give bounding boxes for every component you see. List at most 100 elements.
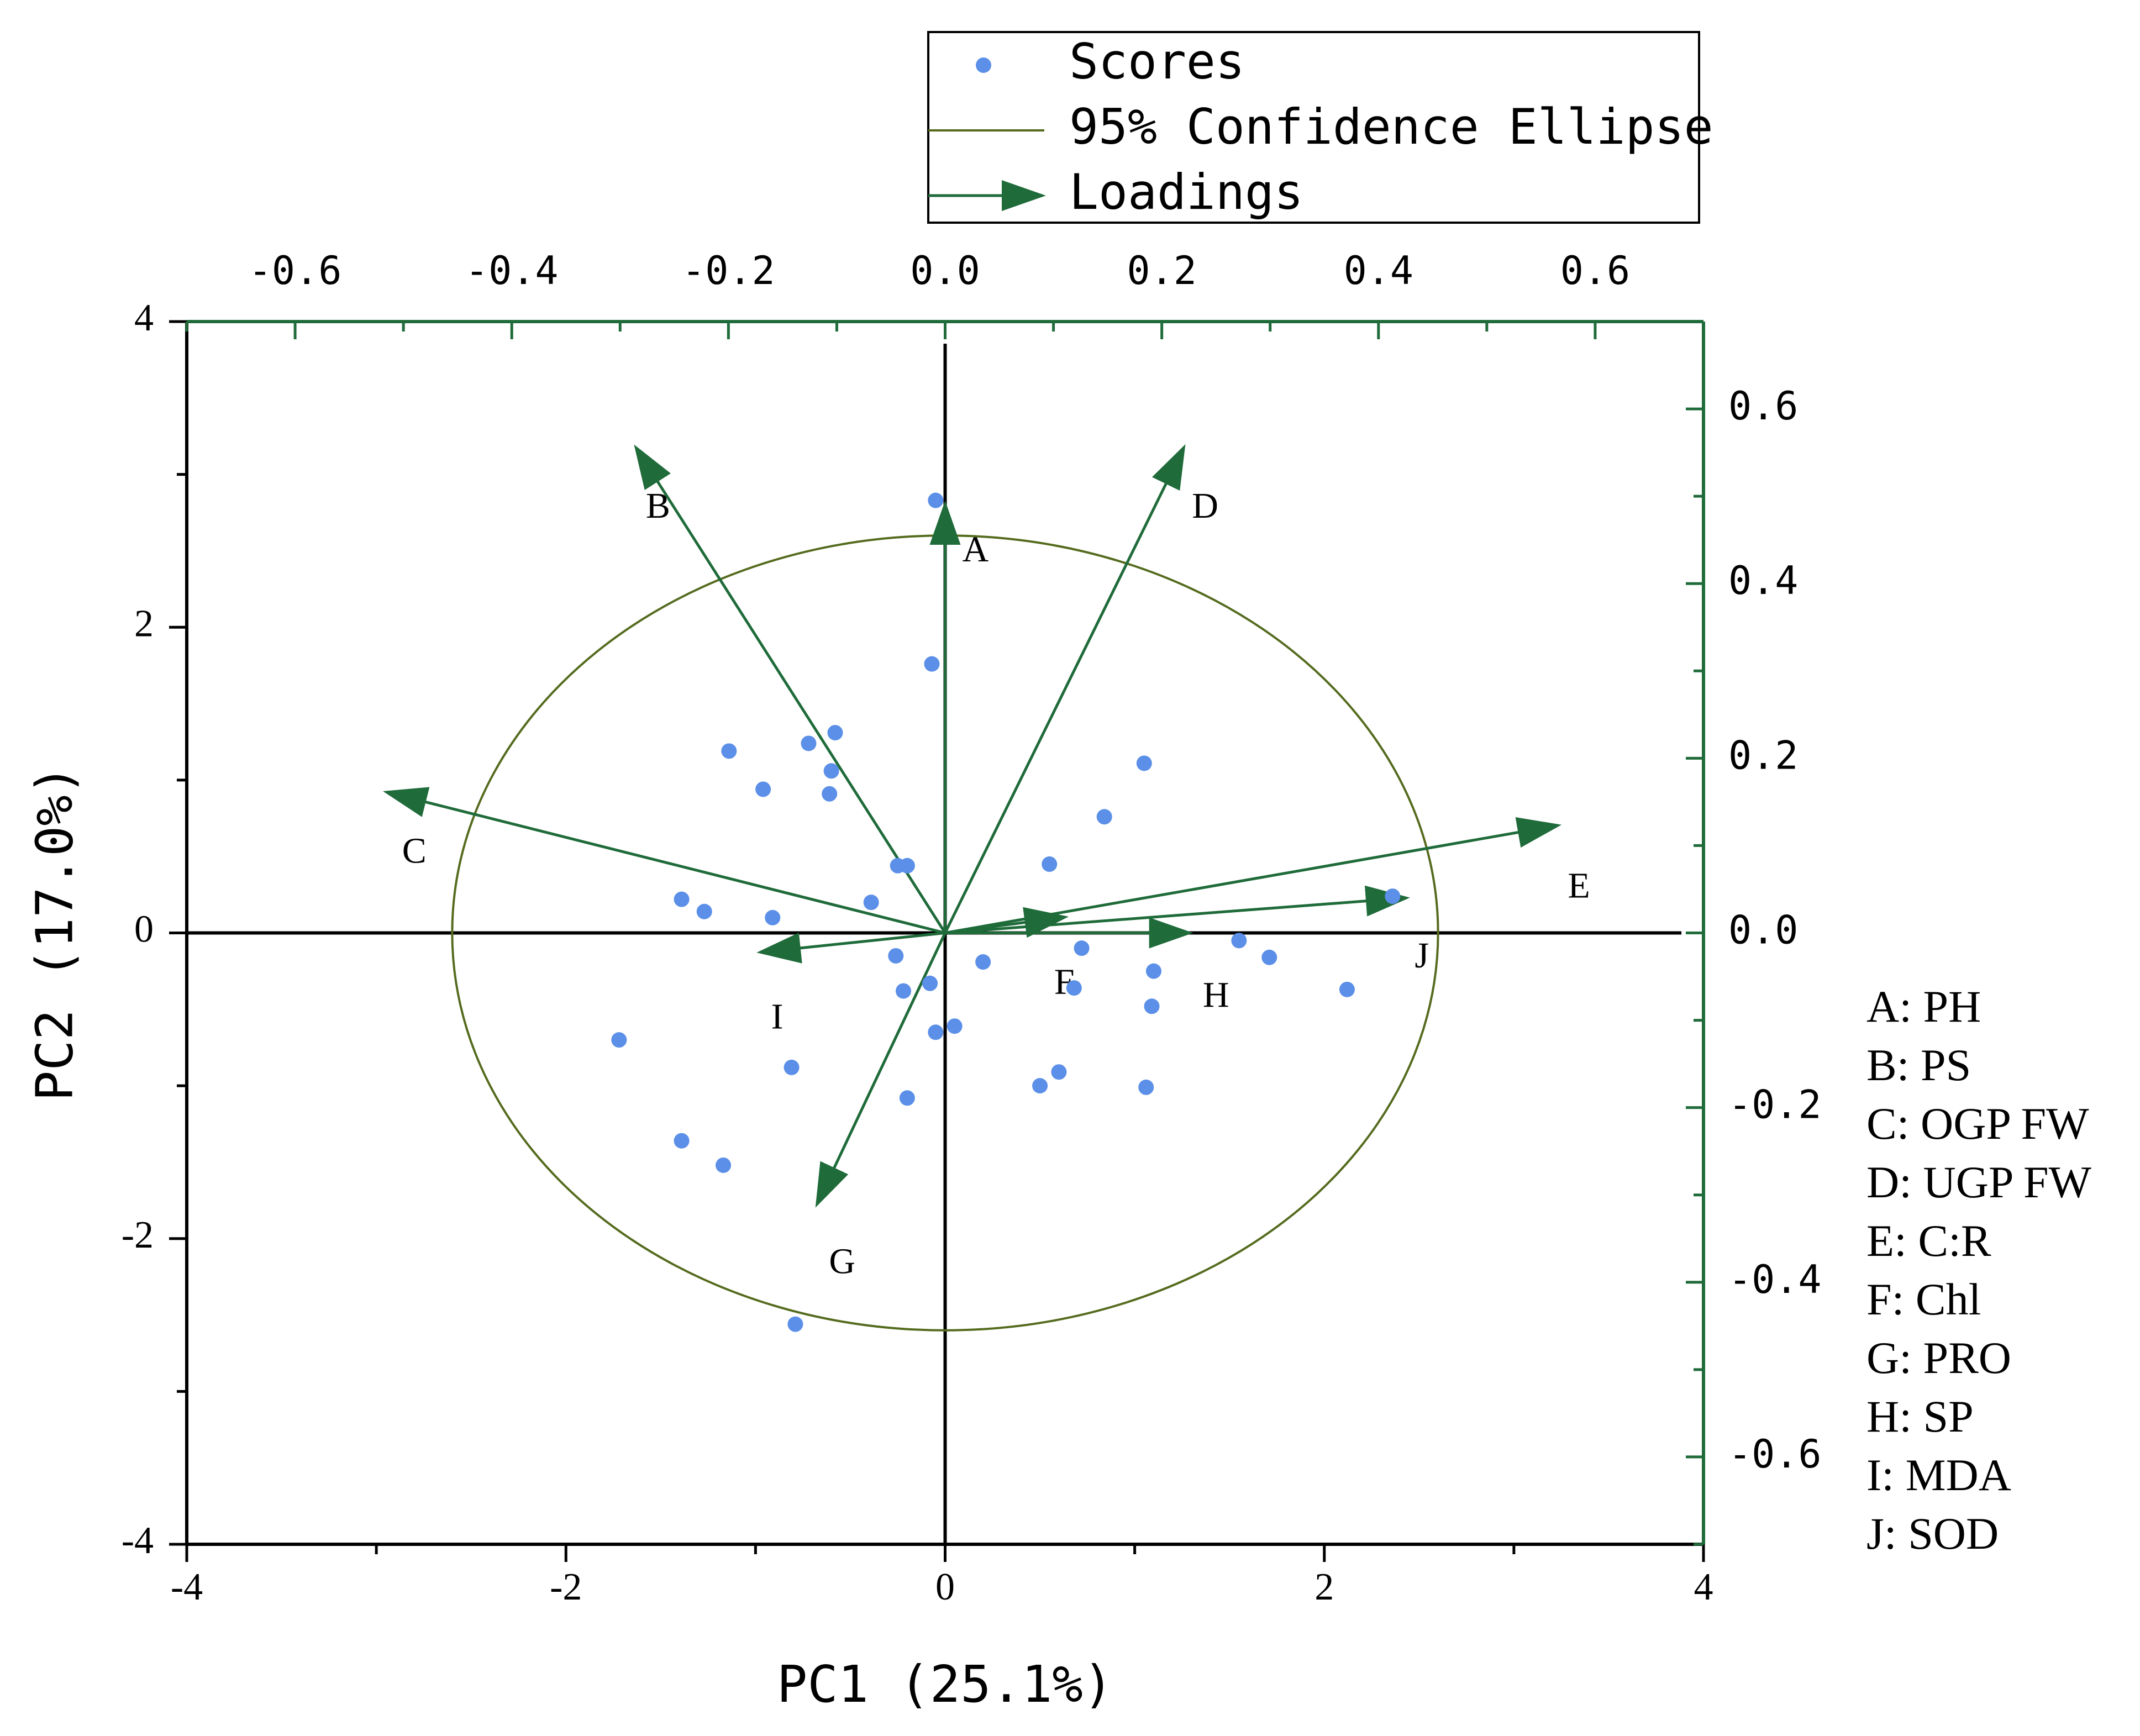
x-tick-label: 0 (935, 1566, 955, 1608)
loading-arrow-b (634, 444, 947, 934)
loading-label-j: J (1415, 935, 1429, 976)
score-point (928, 1024, 944, 1040)
top-tick-label: 0.0 (910, 248, 980, 293)
score-point (755, 781, 771, 797)
score-point (721, 743, 737, 759)
score-point (928, 492, 944, 508)
y-tick-label: 4 (134, 297, 154, 339)
x-tick-label: 2 (1315, 1566, 1334, 1608)
score-point (801, 735, 817, 751)
legend-label: Scores (1069, 33, 1245, 90)
variable-key-item: C: OGP FW (1866, 1098, 2089, 1149)
y-tick-label: 0 (134, 908, 154, 951)
score-point (1136, 755, 1152, 771)
right-tick-label: -0.4 (1728, 1257, 1822, 1302)
variable-key-item: J: SOD (1866, 1508, 1999, 1559)
top-tick-label: 0.4 (1344, 248, 1413, 293)
score-point (1096, 809, 1112, 825)
score-point (823, 763, 839, 779)
loading-label-g: G (829, 1241, 855, 1281)
score-point (1042, 856, 1058, 872)
loading-arrow-c (382, 787, 946, 934)
scores-layer (611, 492, 1401, 1332)
loading-arrow-i (756, 932, 945, 964)
score-point (1261, 949, 1277, 965)
x-tick-label: -4 (171, 1566, 203, 1608)
y-axis-title: PC2 (17.0%) (25, 765, 84, 1101)
loading-label-e: E (1568, 866, 1590, 906)
score-point (888, 948, 904, 964)
score-point (1231, 933, 1247, 949)
score-point (611, 1032, 627, 1048)
score-point (1144, 998, 1160, 1014)
right-tick-label: 0.0 (1728, 908, 1798, 953)
score-point (1138, 1079, 1154, 1095)
score-point (674, 1133, 690, 1149)
y-tick-label: 2 (134, 602, 154, 645)
variable-key-item: F: Chl (1866, 1274, 1981, 1324)
x-axis-title: PC1 (25.1%) (777, 1655, 1113, 1714)
score-point (922, 975, 938, 991)
legend-label: Loadings (1069, 164, 1303, 220)
legend-box (927, 31, 1700, 224)
loading-arrow-e (945, 817, 1562, 934)
y-tick-label: -4 (122, 1519, 154, 1562)
loading-label-b: B (646, 486, 670, 526)
variable-key-item: A: PH (1866, 981, 1981, 1032)
variable-key-item: B: PS (1866, 1040, 1971, 1090)
top-tick-label: -0.6 (249, 248, 342, 293)
top-tick-label: -0.4 (465, 248, 559, 293)
loading-label-h: H (1203, 975, 1229, 1015)
loading-label-i: I (771, 997, 784, 1037)
score-point (896, 983, 912, 999)
top-tick-label: 0.6 (1560, 248, 1630, 293)
score-point (1074, 940, 1090, 956)
score-point (787, 1316, 803, 1332)
score-point (1051, 1064, 1067, 1080)
x-tick-label: 4 (1694, 1566, 1713, 1608)
score-point (765, 909, 781, 925)
loading-arrow-g (815, 932, 947, 1208)
score-point (924, 656, 940, 672)
top-tick-label: 0.2 (1127, 248, 1196, 293)
legend: Scores 95% Confidence Ellipse Loadings (927, 31, 1713, 224)
legend-scores-symbol (976, 57, 991, 73)
variable-key: A: PH B: PS C: OGP FW D: UGP FW E: C:R F: Chl… (1866, 981, 2092, 1559)
variable-key-item: D: UGP FW (1866, 1157, 2092, 1207)
score-point (1145, 963, 1161, 979)
score-point (822, 786, 838, 802)
right-tick-label: 0.2 (1728, 733, 1798, 778)
right-tick-label: -0.2 (1728, 1082, 1822, 1128)
score-point (1339, 981, 1355, 997)
score-point (827, 725, 843, 741)
y-tick-label: -2 (122, 1214, 154, 1256)
score-point (899, 858, 915, 874)
right-tick-label: -0.6 (1728, 1432, 1822, 1477)
variable-key-item: H: SP (1866, 1391, 1974, 1442)
score-point (947, 1018, 963, 1034)
loading-label-d: D (1192, 486, 1218, 526)
score-point (863, 895, 879, 911)
score-point (674, 891, 690, 907)
score-point (1066, 980, 1082, 996)
score-point (784, 1059, 800, 1075)
top-tick-label: -0.2 (682, 248, 775, 293)
score-point (716, 1157, 732, 1173)
score-point (696, 903, 712, 919)
axes-layer: -4 -2 0 2 4 4 2 0 -2 -4 -0.6 -0.4 -0.2 0.0 0.2 0.4 0.6 0.… (25, 248, 1821, 1714)
loading-arrow-d (944, 444, 1186, 934)
variable-key-item: G: PRO (1866, 1333, 2011, 1383)
variable-key-item: I: MDA (1866, 1450, 2011, 1500)
score-point (1385, 888, 1401, 904)
right-tick-label: 0.4 (1728, 558, 1798, 603)
x-tick-label: -2 (550, 1566, 582, 1608)
loading-label-a: A (963, 529, 989, 570)
score-point (899, 1090, 915, 1106)
legend-label: 95% Confidence Ellipse (1069, 98, 1713, 155)
loading-arrow-j (945, 885, 1410, 934)
score-point (975, 954, 991, 970)
score-point (1032, 1078, 1048, 1094)
loading-label-c: C (402, 830, 427, 871)
